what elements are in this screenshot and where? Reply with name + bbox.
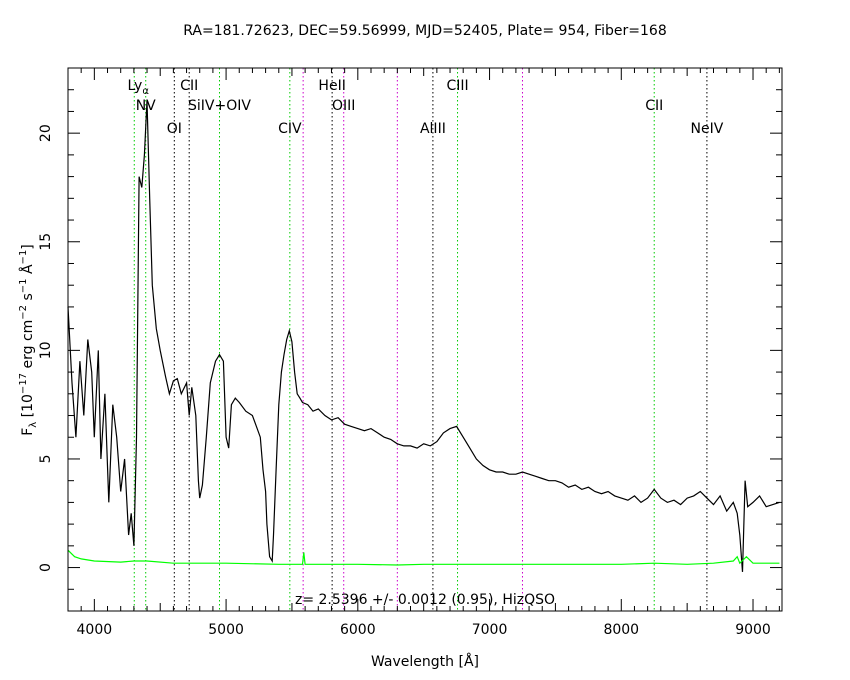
x-tick-label: 9000 xyxy=(735,622,771,638)
x-axis-label: Wavelength [Å] xyxy=(371,653,479,670)
feature-label-13: CII xyxy=(645,98,663,114)
y-tick-label: 10 xyxy=(38,341,54,359)
y-tick-label: 15 xyxy=(38,233,54,251)
feature-lines xyxy=(133,68,708,611)
y-tick-label: 20 xyxy=(38,124,54,142)
feature-label-10: AlIII xyxy=(420,121,446,137)
plot-frame xyxy=(67,67,783,612)
x-axis: 4000 5000 6000 7000 8000 9000 xyxy=(67,68,780,638)
x-tick-label: 5000 xyxy=(208,622,244,638)
series-group xyxy=(67,100,780,572)
feature-labels: LyαNVOICIISiIV+OIVCIVHeIIOIIIAlIIICIIICI… xyxy=(128,78,724,137)
y-tick-label: 5 xyxy=(38,454,54,463)
series-error xyxy=(67,549,780,566)
feature-label-8: OIII xyxy=(332,98,355,114)
feature-label-1: NV xyxy=(136,98,156,114)
feature-label-5: CIV xyxy=(278,121,302,137)
feature-label-4: SiIV+OIV xyxy=(188,98,251,114)
x-tick-label: 6000 xyxy=(340,622,376,638)
y-axis-label: Fλ [10−17 erg cm−2 s−1 Å−1] xyxy=(18,244,39,436)
feature-label-7: HeII xyxy=(318,78,345,94)
series-flux xyxy=(67,100,780,572)
x-axis-label-close: ] xyxy=(474,654,479,670)
redshift-annotation: z= 2.5396 +/- 0.0012 (0.95), HizQSO xyxy=(295,592,555,608)
feature-label-2: OI xyxy=(167,121,182,137)
feature-label-14: NeIV xyxy=(691,121,724,137)
feature-label-11: CIII xyxy=(446,78,468,94)
x-axis-label-text: Wavelength [ xyxy=(371,654,464,670)
y-tick-label: 0 xyxy=(38,563,54,572)
feature-label-3: CII xyxy=(180,78,198,94)
x-axis-label-unit: Å xyxy=(464,653,474,670)
x-tick-label: 8000 xyxy=(603,622,639,638)
chart-title: RA=181.72623, DEC=59.56999, MJD=52405, P… xyxy=(183,23,667,39)
x-tick-label: 7000 xyxy=(472,622,508,638)
y-axis: 0 5 10 15 20 xyxy=(38,67,782,612)
x-tick-label: 4000 xyxy=(77,622,113,638)
